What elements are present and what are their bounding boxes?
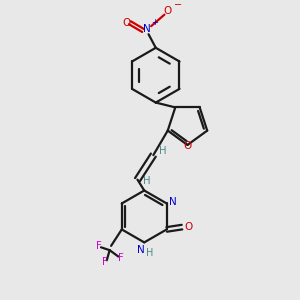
Text: F: F	[118, 253, 124, 263]
Text: O: O	[183, 141, 192, 152]
Text: F: F	[102, 257, 107, 267]
Text: O: O	[184, 222, 193, 232]
Text: H: H	[146, 248, 154, 258]
Text: +: +	[151, 18, 158, 27]
Text: F: F	[96, 241, 102, 251]
Text: −: −	[174, 0, 182, 11]
Text: N: N	[169, 197, 177, 207]
Text: H: H	[143, 176, 150, 186]
Text: O: O	[164, 6, 172, 16]
Text: H: H	[159, 146, 166, 156]
Text: O: O	[122, 18, 130, 28]
Text: N: N	[143, 24, 151, 34]
Text: N: N	[137, 244, 145, 255]
